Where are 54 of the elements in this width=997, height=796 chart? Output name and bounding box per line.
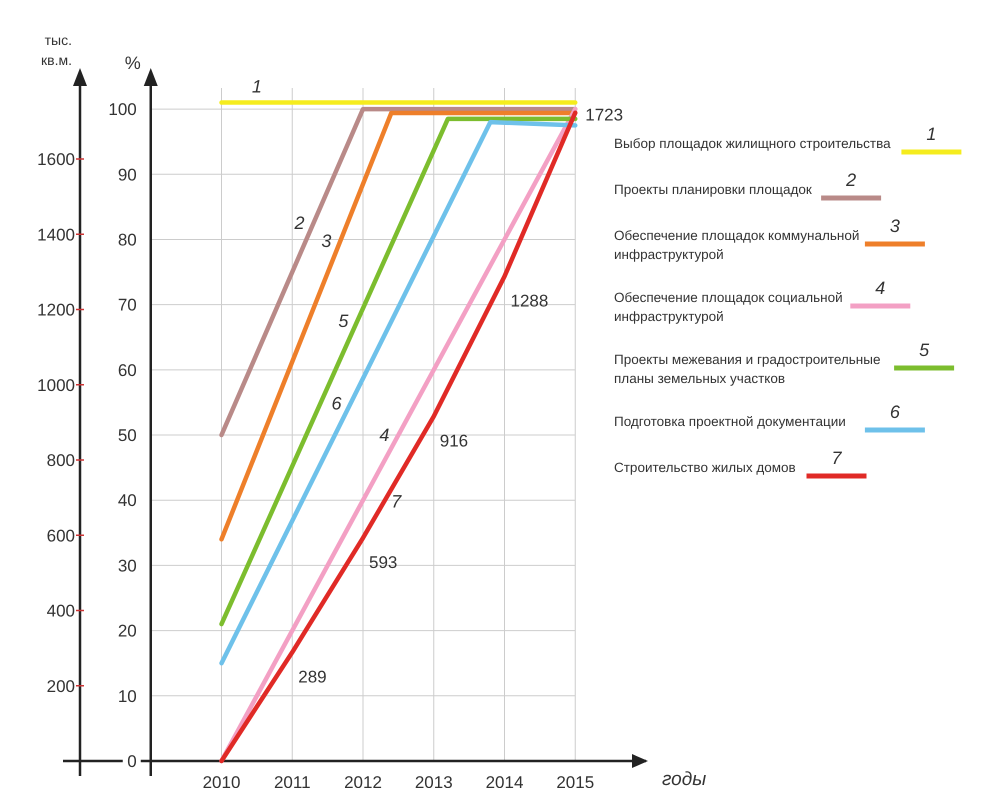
y2-tick-label: 800 bbox=[46, 451, 75, 470]
x-tick-label: 2013 bbox=[414, 773, 453, 792]
data-label: 1288 bbox=[510, 291, 548, 310]
y2-tick-label: 200 bbox=[46, 676, 75, 696]
annotation: 2 bbox=[293, 213, 304, 234]
y-tick-label: 60 bbox=[118, 360, 137, 380]
data-label: 916 bbox=[440, 431, 468, 450]
y-tick-label: 100 bbox=[108, 100, 137, 120]
annotation: 3 bbox=[321, 230, 332, 251]
y2-tick-label: 1600 bbox=[37, 150, 75, 169]
y-tick-label: 20 bbox=[118, 622, 137, 641]
x-axis-title: годы bbox=[662, 769, 706, 790]
legend-label: Выбор площадок жилищного строительства bbox=[614, 136, 892, 151]
annotation: 1 bbox=[252, 76, 262, 97]
y-tick-label: 80 bbox=[118, 230, 137, 250]
y2-tick-label: 400 bbox=[46, 602, 75, 620]
legend-label: Подготовка проектной документации bbox=[614, 414, 846, 429]
y2-tick-label: 600 bbox=[46, 526, 75, 546]
x-tick-label: 2012 bbox=[344, 773, 382, 792]
data-label: 593 bbox=[369, 552, 398, 572]
annotation: 7 bbox=[391, 491, 402, 512]
annotation: 5 bbox=[338, 310, 350, 331]
text: 7 bbox=[831, 448, 842, 468]
y-tick-label: 0 bbox=[127, 752, 137, 771]
y-axis-title: % bbox=[124, 53, 141, 73]
y-tick-label: 50 bbox=[118, 426, 137, 446]
y-tick-label: 10 bbox=[118, 686, 137, 706]
y-tick-label: 70 bbox=[118, 296, 137, 315]
data-label: 1723 bbox=[585, 106, 624, 125]
legend-label: Проекты межевания и градостроительные планы земельных участков bbox=[614, 352, 880, 386]
x-tick-label: 2014 bbox=[486, 773, 524, 792]
annotation: 4 bbox=[379, 425, 390, 446]
text: 4 bbox=[875, 278, 886, 298]
y-tick-label: 30 bbox=[118, 556, 137, 576]
legend-label: Обеспечение площадок коммунальной инфраструктурой bbox=[614, 228, 860, 262]
x-tick-label: 2010 bbox=[202, 773, 240, 792]
annotation: 6 bbox=[332, 393, 343, 414]
y-tick-label: 90 bbox=[118, 165, 137, 184]
text: 1 bbox=[926, 124, 936, 144]
text: 5 bbox=[919, 340, 930, 360]
y2-axis-title: тыс. кв.м. bbox=[41, 32, 72, 68]
x-tick-label: 2015 bbox=[556, 773, 594, 792]
text: 6 bbox=[890, 402, 900, 422]
legend-label: Проекты планировки площадок bbox=[614, 182, 812, 197]
text: 3 bbox=[890, 216, 900, 236]
legend-label: Строительство жилых домов bbox=[614, 460, 796, 475]
data-label: 289 bbox=[298, 667, 327, 686]
y2-tick-label: 1200 bbox=[37, 300, 75, 320]
legend-label: Обеспечение площадок социальной инфраструктурой bbox=[614, 290, 843, 324]
text: 2 bbox=[846, 170, 856, 190]
y-tick-label: 40 bbox=[118, 491, 137, 510]
x-tick-label: 2011 bbox=[274, 773, 311, 792]
y2-tick-label: 1400 bbox=[37, 225, 75, 244]
y2-tick-label: 1000 bbox=[37, 376, 75, 395]
